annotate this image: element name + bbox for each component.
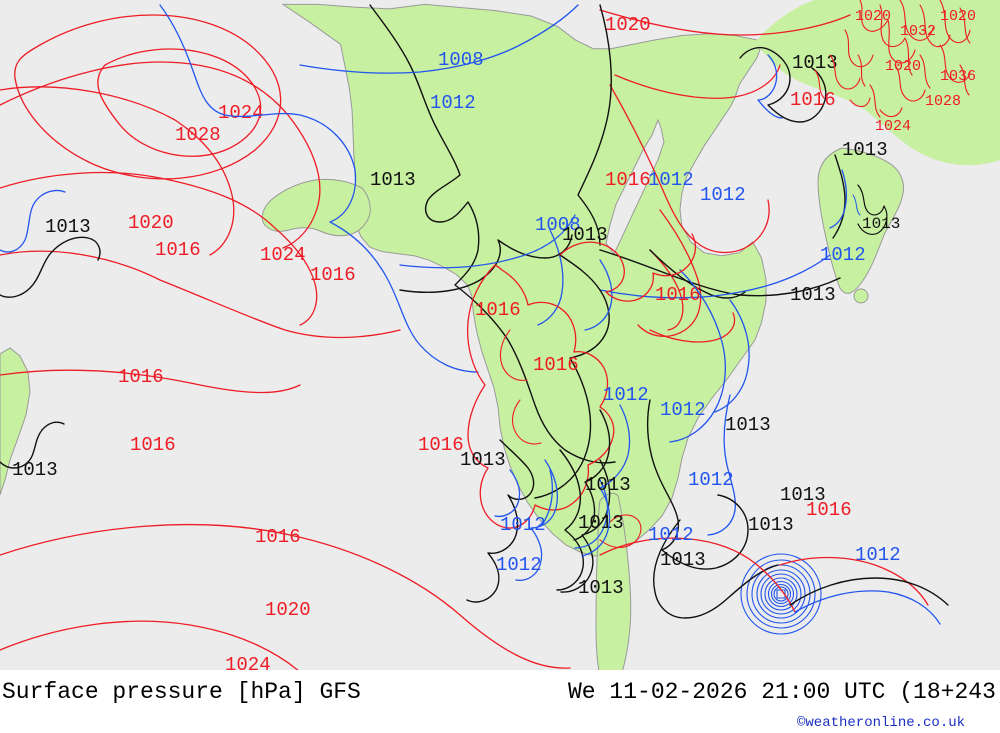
svg-text:1013: 1013 [748, 514, 794, 536]
svg-text:1032: 1032 [900, 23, 936, 40]
svg-text:1013: 1013 [370, 169, 416, 191]
svg-text:1013: 1013 [578, 577, 624, 599]
svg-text:1016: 1016 [155, 239, 201, 261]
svg-text:1016: 1016 [533, 354, 579, 376]
svg-text:1013: 1013 [12, 459, 58, 481]
svg-text:1036: 1036 [940, 68, 976, 85]
svg-text:1013: 1013 [660, 549, 706, 571]
svg-text:1013: 1013 [790, 284, 836, 306]
svg-text:1024: 1024 [218, 102, 264, 124]
svg-text:1016: 1016 [255, 526, 301, 548]
svg-text:1012: 1012 [430, 92, 476, 114]
svg-text:1013: 1013 [578, 512, 624, 534]
svg-text:1020: 1020 [855, 8, 891, 25]
svg-text:1012: 1012 [648, 524, 694, 546]
svg-text:1013: 1013 [562, 224, 608, 246]
svg-text:1016: 1016 [475, 299, 521, 321]
svg-text:1016: 1016 [118, 366, 164, 388]
svg-text:1024: 1024 [260, 244, 306, 266]
svg-text:1020: 1020 [128, 212, 174, 234]
svg-text:1012: 1012 [603, 384, 649, 406]
svg-text:1016: 1016 [310, 264, 356, 286]
svg-text:1012: 1012 [855, 544, 901, 566]
svg-text:1016: 1016 [605, 169, 651, 191]
svg-text:1012: 1012 [688, 469, 734, 491]
svg-text:1012: 1012 [496, 554, 542, 576]
svg-text:1013: 1013 [460, 449, 506, 471]
svg-text:1016: 1016 [130, 434, 176, 456]
svg-text:1024: 1024 [875, 118, 911, 135]
svg-text:1008: 1008 [438, 49, 484, 71]
svg-text:1028: 1028 [175, 124, 221, 146]
svg-text:1013: 1013 [842, 139, 888, 161]
svg-text:1013: 1013 [862, 215, 900, 233]
svg-text:1016: 1016 [806, 499, 852, 521]
svg-text:1013: 1013 [45, 216, 91, 238]
svg-text:1012: 1012 [500, 514, 546, 536]
svg-text:1016: 1016 [790, 89, 836, 111]
svg-text:1028: 1028 [925, 93, 961, 110]
svg-text:1013: 1013 [585, 474, 631, 496]
svg-text:1012: 1012 [820, 244, 866, 266]
svg-text:1020: 1020 [885, 58, 921, 75]
svg-text:1016: 1016 [655, 284, 701, 306]
svg-text:1016: 1016 [418, 434, 464, 456]
svg-text:1013: 1013 [725, 414, 771, 436]
svg-text:1020: 1020 [605, 14, 651, 36]
svg-text:1012: 1012 [700, 184, 746, 206]
svg-text:1012: 1012 [660, 399, 706, 421]
svg-text:1020: 1020 [940, 8, 976, 25]
svg-text:1012: 1012 [648, 169, 694, 191]
svg-text:1024: 1024 [225, 654, 271, 670]
svg-text:1020: 1020 [265, 599, 311, 621]
